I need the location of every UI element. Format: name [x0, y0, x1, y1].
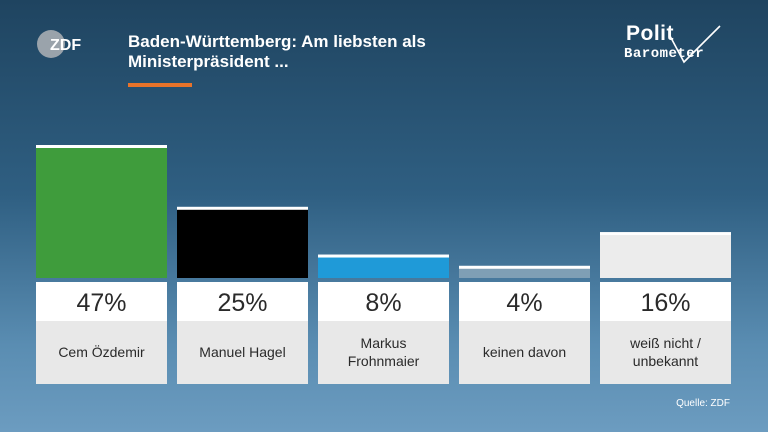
value-box-4 — [459, 282, 590, 321]
bar-top-line-1 — [36, 145, 167, 148]
category-label-3-line-1: Markus — [361, 335, 407, 351]
value-box-3 — [318, 282, 449, 321]
politbarometer-logo-bottom: Barometer — [624, 46, 705, 62]
source-note: Quelle: ZDF — [676, 398, 730, 409]
politbarometer-logo-top: Polit — [626, 22, 674, 45]
value-box-2 — [177, 282, 308, 321]
bar-top-line-2 — [177, 206, 308, 210]
category-label-1-line-1: Cem Özdemir — [58, 343, 145, 360]
bar-4 — [459, 266, 590, 278]
zdf-logo-text: ZDF — [50, 37, 81, 54]
category-box-1 — [36, 321, 167, 384]
value-box-1 — [36, 282, 167, 321]
category-box-4 — [459, 321, 590, 384]
chart-title: Baden-Württemberg: Am liebsten als Minis… — [128, 32, 508, 72]
data-label-3: 8% — [365, 289, 401, 317]
category-label-3-line-2: Frohnmaier — [348, 353, 420, 369]
category-label-5-line-2: unbekannt — [633, 353, 699, 369]
data-label-5: 16% — [640, 289, 690, 317]
category-box-3 — [318, 321, 449, 384]
title-accent-bar — [128, 83, 192, 87]
zdf-logo: ZDF — [37, 30, 81, 58]
bar-3 — [318, 255, 449, 278]
value-box-5 — [600, 282, 731, 321]
category-label-2-line-1: Manuel Hagel — [199, 344, 285, 360]
bar-5 — [600, 233, 731, 278]
chart-title-line-2: Ministerpräsident ... — [128, 52, 289, 71]
category-label-4-line-1: keinen davon — [483, 344, 566, 360]
bar-top-line-5 — [600, 232, 731, 236]
category-box-2 — [177, 321, 308, 384]
bar-top-line-3 — [318, 254, 449, 258]
category-label-5-line-1: weiß nicht / — [629, 335, 701, 351]
data-label-1: 47% — [76, 289, 126, 317]
politbarometer-logo: Polit Barometer — [610, 22, 726, 72]
bar-top-line-4 — [459, 265, 590, 269]
category-box-5 — [600, 321, 731, 384]
chart-title-line-1: Baden-Württemberg: Am liebsten als — [128, 32, 426, 51]
data-label-2: 25% — [217, 289, 267, 317]
bar-2 — [177, 207, 308, 278]
data-label-4: 4% — [506, 289, 542, 317]
bar-1 — [36, 146, 167, 278]
checkmark-icon — [669, 25, 721, 64]
